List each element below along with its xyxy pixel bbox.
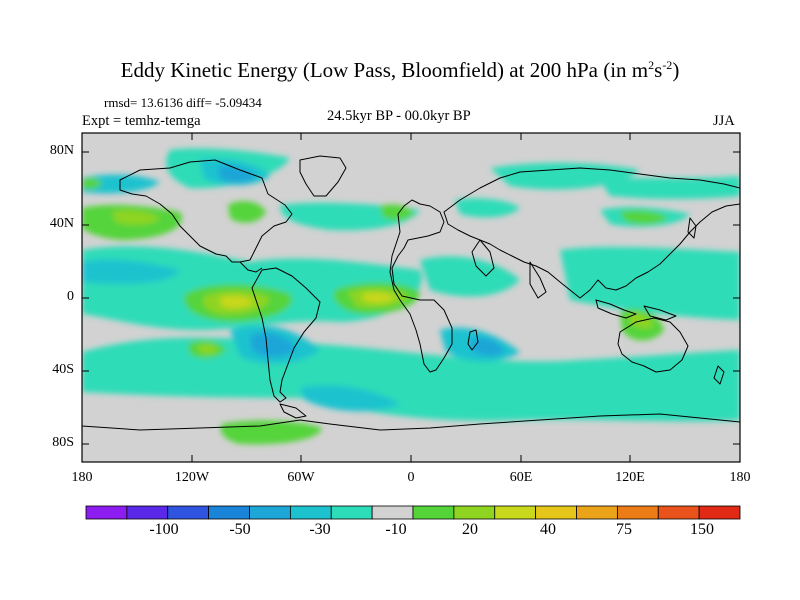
period-label: 24.5kyr BP - 00.0kyr BP	[327, 108, 471, 124]
axis-ticks	[81, 133, 741, 462]
field-region	[470, 337, 505, 356]
colorbar-swatch	[698, 505, 741, 520]
field-region	[112, 210, 160, 225]
field-region	[218, 165, 256, 183]
colorbar-swatch	[657, 505, 700, 520]
colorbar-swatch	[616, 505, 659, 520]
colorbar-label: -100	[149, 521, 179, 538]
lat-tick-label: 0	[67, 289, 74, 304]
colorbar-swatch	[330, 505, 373, 520]
field-region	[362, 292, 395, 303]
colorbar-swatch	[126, 505, 169, 520]
field-region	[420, 256, 520, 297]
field-region	[82, 259, 180, 284]
field-region	[250, 332, 296, 357]
colorbar-swatch	[535, 505, 577, 520]
colorbar-swatch	[494, 505, 537, 520]
lon-tick-label: 60W	[287, 470, 315, 485]
colorbar-swatch	[249, 505, 291, 520]
lat-tick-label: 80S	[52, 435, 74, 450]
colorbar-swatch	[167, 505, 210, 520]
field-region	[455, 198, 520, 218]
field-region	[82, 174, 160, 194]
coastlines	[82, 155, 740, 431]
colorbar-label: -50	[229, 521, 251, 538]
experiment-label: Expt = temhz-temga	[82, 113, 201, 129]
field-region	[560, 246, 740, 320]
colorbar-label: 40	[540, 521, 556, 538]
field-region	[620, 210, 668, 225]
figure-title: Eddy Kinetic Energy (Low Pass, Bloomfiel…	[120, 58, 680, 82]
field-region	[300, 385, 400, 412]
colorbar-swatch	[85, 505, 128, 520]
colorbar-swatch	[289, 505, 332, 520]
field-region	[600, 176, 740, 199]
colorbar-label: -30	[309, 521, 331, 538]
colorbar-swatch	[208, 505, 250, 520]
colorbar	[85, 505, 741, 520]
lon-tick-label: 120W	[174, 470, 210, 485]
colorbar-label: 75	[616, 521, 632, 538]
colorbar-swatch	[412, 505, 455, 520]
field-region	[228, 200, 266, 223]
field-region	[220, 295, 254, 309]
lat-tick-label: 40S	[52, 362, 74, 377]
colorbar-label: 150	[690, 521, 714, 538]
colorbar-swatch	[453, 505, 496, 520]
stats-label: rmsd= 13.6136 diff= -5.09434	[104, 95, 262, 110]
lon-tick-label: 180	[71, 470, 93, 485]
colorbar-label: 20	[462, 521, 478, 538]
lat-tick-label: 80N	[49, 143, 74, 158]
colorbar-swatch	[371, 505, 414, 520]
lon-tick-label: 120E	[615, 470, 645, 485]
field-region	[82, 177, 102, 190]
season-label: JJA	[713, 113, 735, 129]
field-region	[380, 204, 414, 221]
lon-tick-label: 180	[729, 470, 751, 485]
lat-tick-label: 40N	[49, 216, 74, 231]
colorbar-label: -10	[385, 521, 407, 538]
colorbar-swatch	[576, 505, 618, 520]
field-region	[198, 344, 218, 354]
lon-tick-label: 60E	[509, 470, 533, 485]
lon-tick-label: 0	[407, 470, 415, 485]
